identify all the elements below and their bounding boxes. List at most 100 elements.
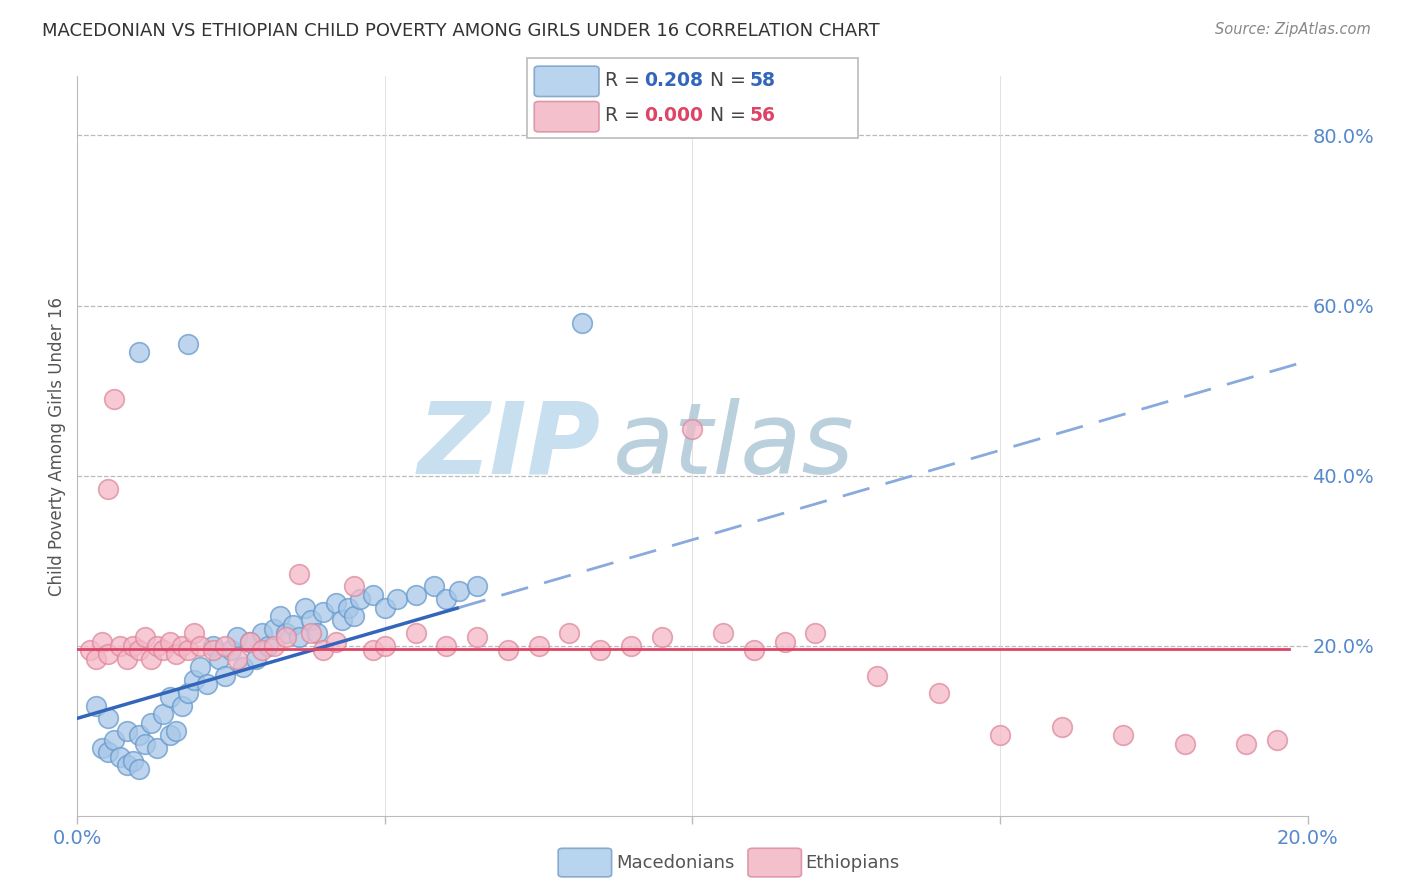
Point [620,639,643,653]
Point [121,754,143,768]
Point [121,639,143,653]
Point [84,698,107,713]
Point [1174,737,1197,751]
Point [325,634,347,648]
Text: 56: 56 [749,106,775,125]
Y-axis label: Child Poverty Among Girls Under 16: Child Poverty Among Girls Under 16 [48,296,66,596]
Point [337,600,360,615]
Point [115,724,138,739]
Point [97,648,120,662]
Point [90,741,114,756]
Point [276,631,298,645]
Text: R =: R = [605,71,645,90]
Point [866,669,889,683]
Point [177,337,200,351]
Point [183,673,205,687]
Text: R =: R = [605,106,645,125]
Point [361,643,384,657]
Text: ZIP: ZIP [418,398,600,494]
Point [97,745,120,759]
Point [115,652,138,666]
Point [226,652,249,666]
Point [299,614,322,628]
Point [219,643,242,657]
Point [773,634,796,648]
Point [159,728,181,742]
Point [115,758,138,772]
Point [141,652,163,666]
Point [110,749,132,764]
Point [281,617,304,632]
Point [177,686,200,700]
Point [146,639,169,653]
Text: MACEDONIAN VS ETHIOPIAN CHILD POVERTY AMONG GIRLS UNDER 16 CORRELATION CHART: MACEDONIAN VS ETHIOPIAN CHILD POVERTY AM… [42,22,880,40]
Point [330,614,353,628]
Point [257,639,280,653]
Point [188,660,212,674]
Point [571,316,593,330]
Point [405,626,427,640]
Point [496,643,519,657]
Point [374,639,396,653]
Point [263,622,285,636]
Point [436,639,458,653]
Point [250,643,273,657]
Point [239,634,262,648]
Point [276,626,298,640]
Point [385,592,409,607]
Point [245,652,267,666]
Point [343,609,366,624]
Point [84,652,107,666]
Point [928,686,950,700]
Point [312,605,335,619]
Point [226,631,249,645]
Point [128,643,150,657]
Point [214,669,236,683]
Point [589,643,612,657]
Point [146,741,169,756]
Point [405,588,427,602]
Point [97,711,120,725]
Point [1050,720,1073,734]
Point [263,639,285,653]
Point [325,596,347,610]
Point [361,588,384,602]
Point [423,579,446,593]
Point [374,600,396,615]
Point [294,600,316,615]
Text: atlas: atlas [613,398,853,494]
Point [128,345,150,359]
Point [97,482,120,496]
Text: 0.208: 0.208 [644,71,703,90]
Text: N =: N = [710,106,752,125]
Point [103,392,125,407]
Point [269,609,291,624]
Point [188,639,212,653]
Point [170,639,193,653]
Point [307,626,329,640]
Point [804,626,827,640]
Point [232,660,254,674]
Point [90,634,114,648]
Point [208,652,231,666]
Point [128,763,150,777]
Point [682,422,704,436]
Point [527,639,550,653]
Point [299,626,322,640]
Point [141,715,163,730]
Text: N =: N = [710,71,752,90]
Point [159,690,181,704]
Text: 58: 58 [749,71,775,90]
Point [177,643,200,657]
Point [195,677,218,691]
Point [170,698,193,713]
Text: Source: ZipAtlas.com: Source: ZipAtlas.com [1215,22,1371,37]
Point [312,643,335,657]
Point [343,579,366,593]
Point [1112,728,1135,742]
Text: Macedonians: Macedonians [616,854,734,871]
Point [250,626,273,640]
Point [201,639,224,653]
Point [134,737,156,751]
Point [465,631,488,645]
